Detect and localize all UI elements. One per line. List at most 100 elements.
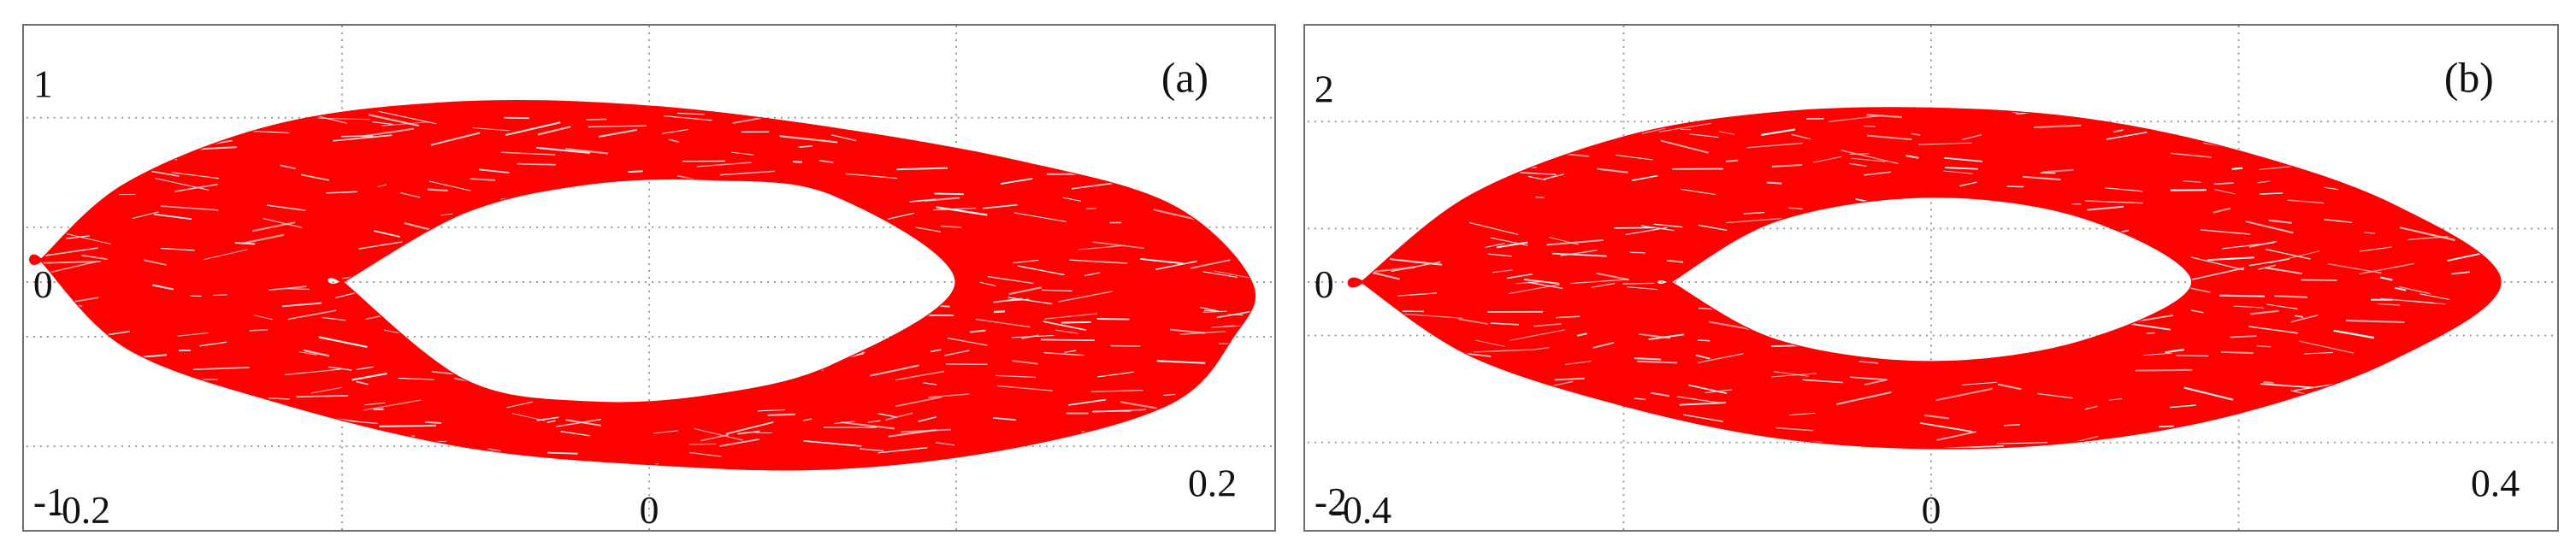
texture-streak	[2373, 150, 2428, 166]
texture-streak	[2408, 385, 2424, 390]
texture-streak	[1349, 318, 1382, 328]
texture-streak	[979, 281, 996, 286]
texture-streak	[1381, 93, 1416, 97]
texture-streak	[2360, 415, 2398, 423]
texture-streak	[2333, 329, 2375, 339]
texture-streak	[769, 367, 824, 371]
texture-streak	[333, 134, 393, 142]
texture-streak	[204, 483, 234, 487]
texture-streak	[1055, 329, 1078, 334]
texture-streak	[2503, 447, 2528, 451]
texture-streak	[2183, 386, 2234, 401]
texture-streak	[2112, 129, 2124, 133]
texture-streak	[1514, 141, 1542, 145]
texture-streak	[881, 500, 919, 503]
texture-streak	[841, 421, 895, 430]
texture-streak	[2519, 102, 2571, 106]
texture-streak	[1726, 217, 1782, 224]
texture-streak	[2187, 494, 2220, 495]
texture-streak	[1007, 297, 1053, 305]
texture-streak	[1683, 414, 1723, 422]
texture-streak	[873, 499, 925, 501]
texture-streak	[888, 212, 915, 220]
texture-streak	[928, 393, 970, 398]
texture-streak	[1490, 322, 1519, 326]
texture-streak	[992, 416, 1016, 421]
texture-streak	[163, 140, 180, 143]
texture-streak	[73, 480, 93, 483]
texture-streak	[1990, 342, 2010, 349]
texture-streak	[2478, 388, 2501, 392]
texture-streak	[1400, 346, 1413, 349]
texture-streak	[1508, 284, 1560, 295]
texture-streak	[2100, 257, 2137, 264]
texture-streak	[2234, 453, 2263, 454]
texture-streak	[802, 418, 812, 421]
texture-streak	[1919, 421, 1973, 432]
texture-streak	[1043, 321, 1087, 332]
texture-streak	[2190, 256, 2244, 271]
texture-streak	[1730, 493, 1789, 495]
texture-streak	[1012, 360, 1038, 365]
texture-streak	[2256, 96, 2266, 97]
texture-streak	[1818, 487, 1852, 489]
texture-streak	[1939, 251, 1956, 256]
texture-streak	[717, 250, 746, 258]
texture-streak	[923, 382, 937, 385]
texture-streak	[1371, 271, 1400, 280]
texture-streak	[688, 93, 740, 94]
texture-streak	[1705, 92, 1754, 95]
texture-streak	[1202, 310, 1227, 313]
texture-streak	[969, 329, 986, 333]
texture-streak	[2248, 258, 2290, 267]
texture-streak	[2486, 434, 2501, 442]
texture-streak	[2170, 152, 2212, 158]
texture-streak	[381, 121, 428, 127]
texture-streak	[2399, 407, 2445, 416]
texture-streak	[261, 450, 304, 462]
texture-streak	[144, 259, 167, 266]
texture-streak	[870, 364, 919, 377]
texture-streak	[1812, 73, 1852, 80]
texture-streak	[1634, 357, 1662, 361]
texture-streak	[2348, 79, 2390, 85]
texture-streak	[1944, 156, 1983, 162]
texture-streak	[1851, 157, 1886, 162]
texture-streak	[1471, 397, 1498, 404]
texture-streak	[379, 424, 436, 427]
texture-streak	[537, 126, 571, 136]
texture-streak	[1120, 401, 1157, 409]
texture-streak	[1463, 352, 1492, 357]
texture-streak	[821, 90, 830, 91]
texture-streak	[2266, 303, 2298, 310]
texture-streak	[1557, 115, 1616, 125]
texture-streak	[1043, 351, 1084, 356]
texture-streak	[536, 344, 552, 347]
texture-streak	[428, 283, 453, 290]
texture-streak	[39, 376, 97, 383]
texture-streak	[781, 262, 800, 268]
texture-streak	[268, 397, 290, 400]
texture-streak	[2363, 409, 2402, 417]
texture-streak	[576, 91, 598, 93]
texture-streak	[322, 316, 346, 321]
texture-streak	[1791, 133, 1811, 140]
texture-streak	[588, 125, 647, 127]
texture-streak	[1864, 171, 1892, 176]
texture-streak	[475, 244, 535, 250]
texture-streak	[599, 211, 641, 218]
texture-streak	[1216, 307, 1255, 319]
texture-streak	[664, 115, 712, 121]
texture-streak	[1137, 137, 1154, 142]
texture-streak	[2265, 267, 2302, 275]
chart-svg-a: 1 0 -1-0.2 0 0.2 (a)	[26, 26, 1273, 532]
texture-streak	[1767, 295, 1783, 298]
texture-streak	[932, 207, 977, 211]
texture-streak	[1622, 282, 1655, 285]
texture-streak	[739, 78, 774, 83]
texture-streak	[2200, 229, 2251, 235]
texture-streak	[2345, 319, 2405, 323]
texture-streak	[2465, 426, 2494, 429]
texture-streak	[1829, 115, 1884, 122]
texture-streak	[2230, 335, 2257, 338]
